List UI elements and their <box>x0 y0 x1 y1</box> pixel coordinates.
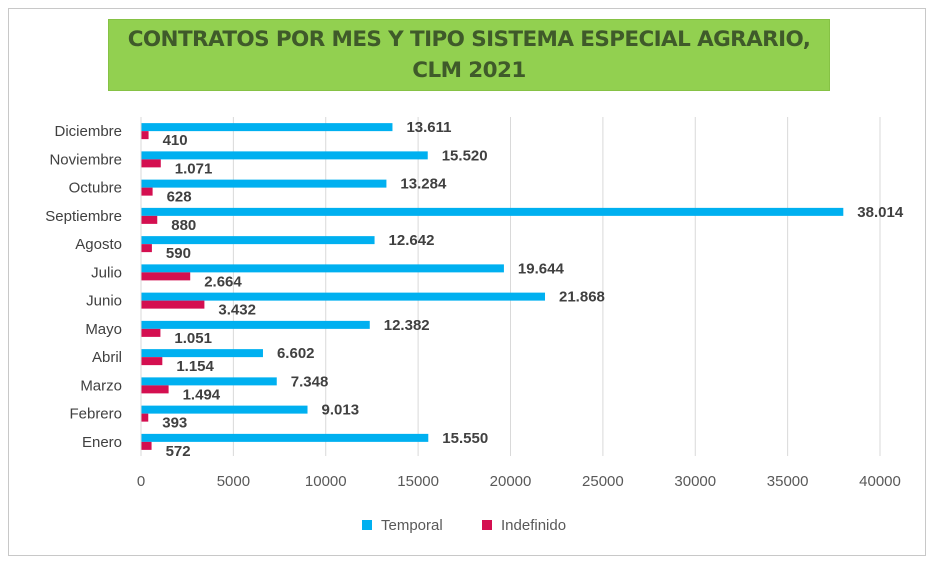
data-label-indefinido: 1.051 <box>174 330 212 347</box>
data-label-indefinido: 572 <box>166 443 191 460</box>
bar-indefinido <box>141 215 158 224</box>
bar-indefinido <box>141 159 161 168</box>
data-label-indefinido: 410 <box>163 132 188 149</box>
bar-indefinido <box>141 385 169 394</box>
bar-indefinido <box>141 441 152 450</box>
chart-frame <box>8 8 926 556</box>
data-label-temporal: 38.014 <box>857 204 904 221</box>
bar-indefinido <box>141 272 191 281</box>
data-label-indefinido: 3.432 <box>218 302 256 319</box>
data-label-temporal: 19.644 <box>518 260 565 277</box>
category-label: Mayo <box>85 321 122 338</box>
data-label-indefinido: 880 <box>171 217 196 234</box>
bar-temporal <box>141 320 370 329</box>
legend-swatch-temporal <box>362 520 372 530</box>
data-label-temporal: 12.642 <box>389 232 435 249</box>
data-label-temporal: 9.013 <box>322 402 360 419</box>
category-label: Octubre <box>69 180 122 197</box>
data-label-temporal: 12.382 <box>384 317 430 334</box>
x-tick-label: 35000 <box>767 473 809 490</box>
data-label-indefinido: 2.664 <box>204 273 242 290</box>
data-label-temporal: 13.611 <box>406 119 451 136</box>
bar-indefinido <box>141 328 161 337</box>
data-label-temporal: 7.348 <box>291 373 329 390</box>
bar-temporal <box>141 349 263 358</box>
data-label-indefinido: 628 <box>167 189 192 206</box>
legend-label-temporal: Temporal <box>381 517 443 534</box>
data-label-indefinido: 590 <box>166 245 191 262</box>
data-label-temporal: 15.550 <box>442 430 488 447</box>
bar-indefinido <box>141 413 149 422</box>
data-label-indefinido: 1.494 <box>183 386 221 403</box>
bar-indefinido <box>141 131 149 140</box>
legend-swatch-indefinido <box>482 520 492 530</box>
bar-temporal <box>141 151 428 160</box>
x-tick-label: 25000 <box>582 473 624 490</box>
bar-temporal <box>141 264 504 273</box>
category-label: Septiembre <box>45 208 122 225</box>
x-tick-label: 30000 <box>674 473 716 490</box>
bar-temporal <box>141 405 308 414</box>
category-label: Febrero <box>69 406 122 423</box>
category-label: Abril <box>92 349 122 366</box>
x-tick-label: 0 <box>137 473 145 490</box>
bar-indefinido <box>141 300 205 309</box>
bar-temporal <box>141 236 375 245</box>
bar-temporal <box>141 179 387 188</box>
bar-temporal <box>141 292 546 301</box>
x-tick-label: 5000 <box>217 473 250 490</box>
x-tick-label: 10000 <box>305 473 347 490</box>
bar-temporal <box>141 123 393 132</box>
legend-label-indefinido: Indefinido <box>501 517 566 534</box>
data-label-indefinido: 393 <box>162 415 187 432</box>
category-label: Marzo <box>80 377 122 394</box>
data-label-temporal: 21.868 <box>559 289 605 306</box>
category-label: Noviembre <box>49 151 122 168</box>
chart-title-box: CONTRATOS POR MES Y TIPO SISTEMA ESPECIA… <box>108 19 830 91</box>
x-tick-label: 40000 <box>859 473 901 490</box>
data-label-indefinido: 1.071 <box>175 160 213 177</box>
x-tick-label: 20000 <box>490 473 532 490</box>
data-label-temporal: 6.602 <box>277 345 315 362</box>
bar-temporal <box>141 433 429 442</box>
chart-title: CONTRATOS POR MES Y TIPO SISTEMA ESPECIA… <box>127 27 811 83</box>
category-label: Enero <box>82 434 122 451</box>
category-label: Julio <box>91 264 122 281</box>
bar-indefinido <box>141 357 163 366</box>
bar-temporal <box>141 207 844 216</box>
data-label-temporal: 15.520 <box>442 147 488 164</box>
category-label: Junio <box>86 293 122 310</box>
bar-indefinido <box>141 244 152 253</box>
bar-temporal <box>141 377 277 386</box>
bar-indefinido <box>141 187 153 196</box>
category-label: Agosto <box>75 236 122 253</box>
data-label-temporal: 13.284 <box>400 176 447 193</box>
data-label-indefinido: 1.154 <box>176 358 214 375</box>
x-tick-label: 15000 <box>397 473 439 490</box>
category-label: Diciembre <box>54 123 122 140</box>
